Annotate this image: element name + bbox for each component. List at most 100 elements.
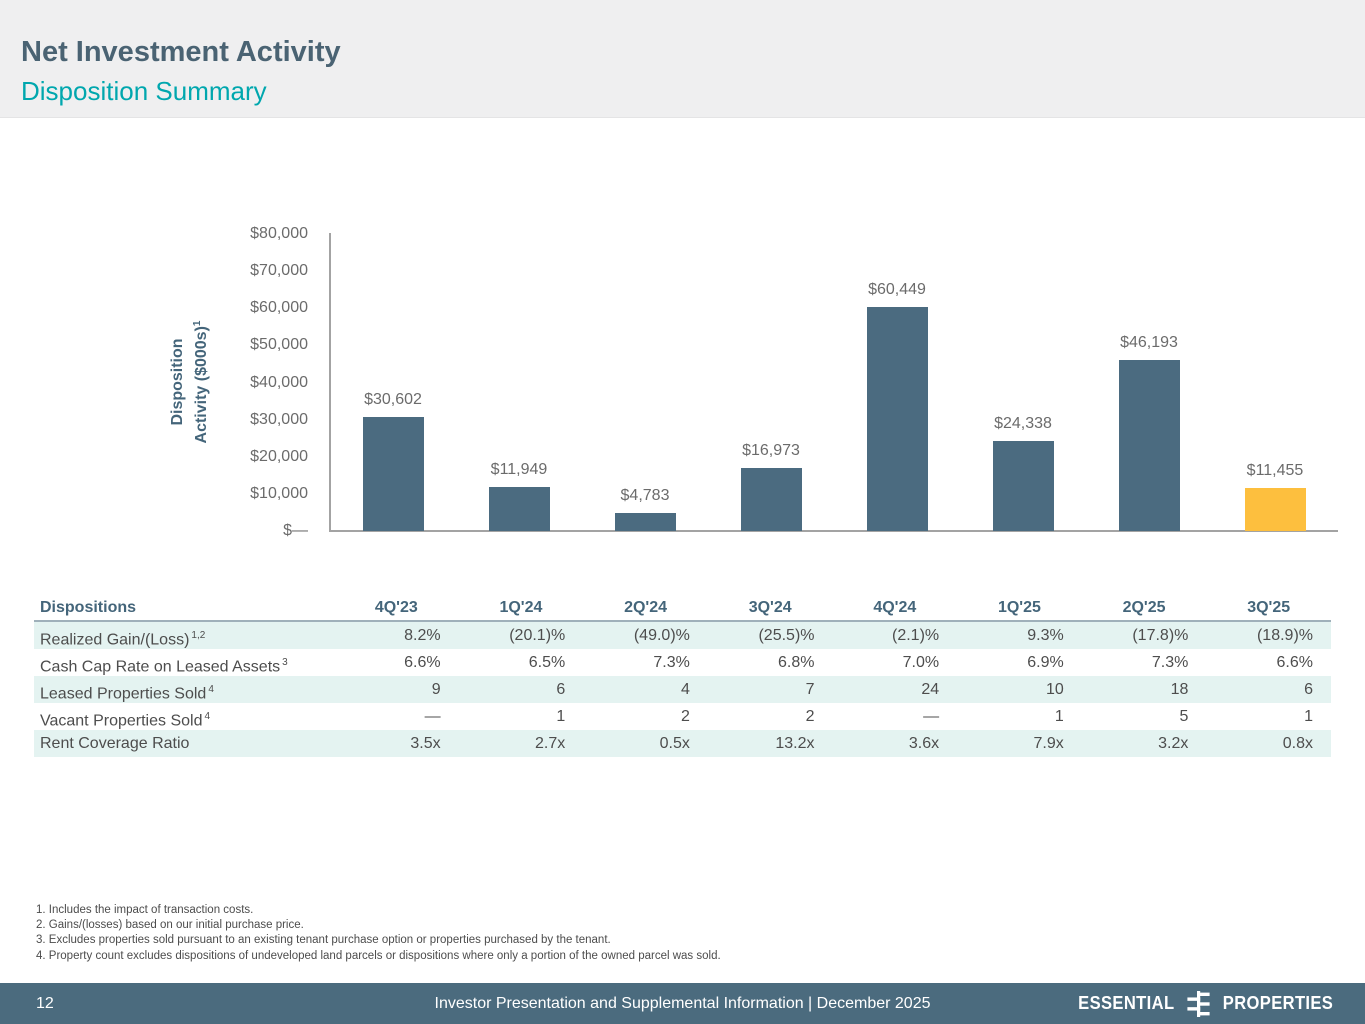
table-cell: 9.3% — [957, 622, 1082, 649]
page-title: Net Investment Activity — [21, 36, 341, 68]
column-header: 1Q'25 — [957, 596, 1082, 622]
table-cell: (17.8)% — [1081, 622, 1207, 649]
table-cell: 1 — [1304, 708, 1313, 725]
row-label: Cash Cap Rate on Leased Assets 3 — [40, 657, 288, 676]
bar-value-label: $30,602 — [364, 391, 422, 408]
table-cell: 7 — [707, 676, 833, 703]
column-header: 4Q'23 — [334, 596, 459, 622]
bar-4q23 — [362, 417, 424, 531]
bar-3q24 — [740, 468, 802, 531]
table-cell: (2.1)% — [832, 622, 958, 649]
column-header: 2Q'24 — [583, 596, 708, 622]
column-header: 2Q'25 — [1081, 596, 1207, 622]
bar-value-label: $4,783 — [620, 487, 670, 504]
y-axis-title-superscript: 1 — [191, 320, 203, 327]
bar-2q24 — [614, 513, 676, 531]
table-cell: 18 — [1081, 676, 1207, 703]
bar-4q24 — [866, 307, 928, 531]
y-axis-tick-label: $60,000 — [250, 299, 308, 317]
table-cell: 2 — [680, 708, 690, 725]
table-cell: 7.9x — [957, 730, 1082, 757]
bar-1q25 — [992, 441, 1054, 531]
footnote-reference: 4 — [204, 711, 211, 722]
essential-properties-mark-icon — [1187, 990, 1210, 1017]
table-cell: 6.6% — [404, 654, 441, 671]
table-cell: 6 — [1206, 676, 1331, 703]
table-cell: 1 — [556, 708, 566, 725]
table-cell: 2 — [805, 708, 815, 725]
y-axis-tick-label: $10,000 — [250, 484, 308, 502]
footnote-line: 4. Property count excludes dispositions … — [36, 949, 721, 962]
y-axis-tick-label: $30,000 — [250, 410, 308, 428]
bar-value-label: $24,338 — [994, 415, 1052, 432]
bar-value-label: $60,449 — [868, 281, 926, 298]
table-cell: 1 — [1054, 708, 1064, 725]
row-label: Vacant Properties Sold 4 — [40, 711, 211, 730]
bar-3q25 — [1244, 488, 1306, 531]
table-cell: 10 — [957, 676, 1082, 703]
table-cell: 4 — [583, 676, 708, 703]
footnote-reference: 4 — [208, 684, 214, 695]
footnote-reference: 1,2 — [191, 630, 206, 641]
logo-word-properties: PROPERTIES — [1222, 993, 1334, 1013]
table-cell: 0.8x — [1206, 730, 1331, 757]
footer-bar: 12 Investor Presentation and Supplementa… — [0, 983, 1365, 1024]
table-cell: 7.3% — [1151, 654, 1189, 671]
y-axis-tick-label: $50,000 — [250, 336, 308, 354]
logo-word-essential: ESSENTIAL — [1078, 993, 1175, 1013]
y-axis-tick-label: $40,000 — [250, 373, 308, 391]
page-number: 12 — [36, 995, 54, 1012]
row-label: Rent Coverage Ratio — [34, 730, 334, 757]
footnote-line: 2. Gains/(losses) based on our initial p… — [36, 919, 304, 932]
page-subtitle: Disposition Summary — [21, 76, 267, 106]
table-cell: 6.8% — [778, 654, 815, 671]
table-cell: 6.5% — [528, 654, 566, 671]
bar-value-label: $11,949 — [490, 461, 548, 478]
table-cell: (49.0)% — [583, 622, 708, 649]
table-cell: 8.2% — [334, 622, 459, 649]
table-cell: (18.9)% — [1206, 622, 1331, 649]
column-header: 3Q'24 — [707, 596, 833, 622]
table-cell: 5 — [1179, 708, 1189, 725]
y-axis-line — [329, 233, 331, 532]
table-cell: 7.3% — [653, 654, 690, 671]
y-axis-tick-label: $70,000 — [250, 262, 308, 280]
y-axis-tick-label: $80,000 — [250, 225, 308, 242]
table-cell: (25.5)% — [707, 622, 833, 649]
table-cell: 3.2x — [1081, 730, 1207, 757]
row-label: Leased Properties Sold 4 — [34, 676, 334, 703]
table-cell: 9 — [334, 676, 459, 703]
column-header: 1Q'24 — [458, 596, 584, 622]
bar-value-label: $46,193 — [1120, 334, 1178, 351]
table-cell: 6 — [458, 676, 584, 703]
essential-properties-logo: ESSENTIAL PROPERTIES — [1074, 983, 1338, 1024]
table-cell: 2.7x — [458, 730, 584, 757]
footnotes: 1. Includes the impact of transaction co… — [36, 903, 721, 964]
dispositions-table: Dispositions 4Q'23 1Q'24 2Q'24 3Q'24 4Q'24 1Q'… — [34, 596, 1331, 757]
table-cell: (20.1)% — [458, 622, 584, 649]
y-axis-tick-label: $20,000 — [250, 447, 308, 465]
table-header-dispositions: Dispositions — [34, 596, 334, 622]
footnote-line: 3. Excludes properties sold pursuant to … — [36, 934, 611, 947]
table-cell: 24 — [832, 676, 958, 703]
bar-2q25 — [1118, 360, 1180, 531]
table-cell: 7.0% — [902, 654, 940, 671]
table-cell: 0.5x — [583, 730, 708, 757]
table-cell: 13.2x — [707, 730, 833, 757]
disposition-bar-chart: Disposition Activity ($000s)1 $80,000 $70… — [0, 118, 1365, 588]
row-label: Realized Gain/(Loss) 1,2 — [34, 622, 334, 649]
table-cell: 3.6x — [832, 730, 958, 757]
bar-1q24 — [488, 487, 550, 531]
column-header: 4Q'24 — [832, 596, 958, 622]
table-cell: 3.5x — [334, 730, 459, 757]
footnote-reference: 3 — [282, 657, 288, 668]
y-axis-tick-label: $— — [283, 522, 308, 539]
footer-caption: Investor Presentation and Supplemental I… — [434, 995, 931, 1012]
column-header: 3Q'25 — [1206, 596, 1331, 622]
x-axis-line — [329, 530, 1338, 532]
table-cell: — — [923, 708, 940, 725]
table-cell: 6.9% — [1027, 654, 1064, 671]
footnote-line: 1. Includes the impact of transaction co… — [36, 904, 254, 916]
table-cell: — — [424, 708, 441, 725]
